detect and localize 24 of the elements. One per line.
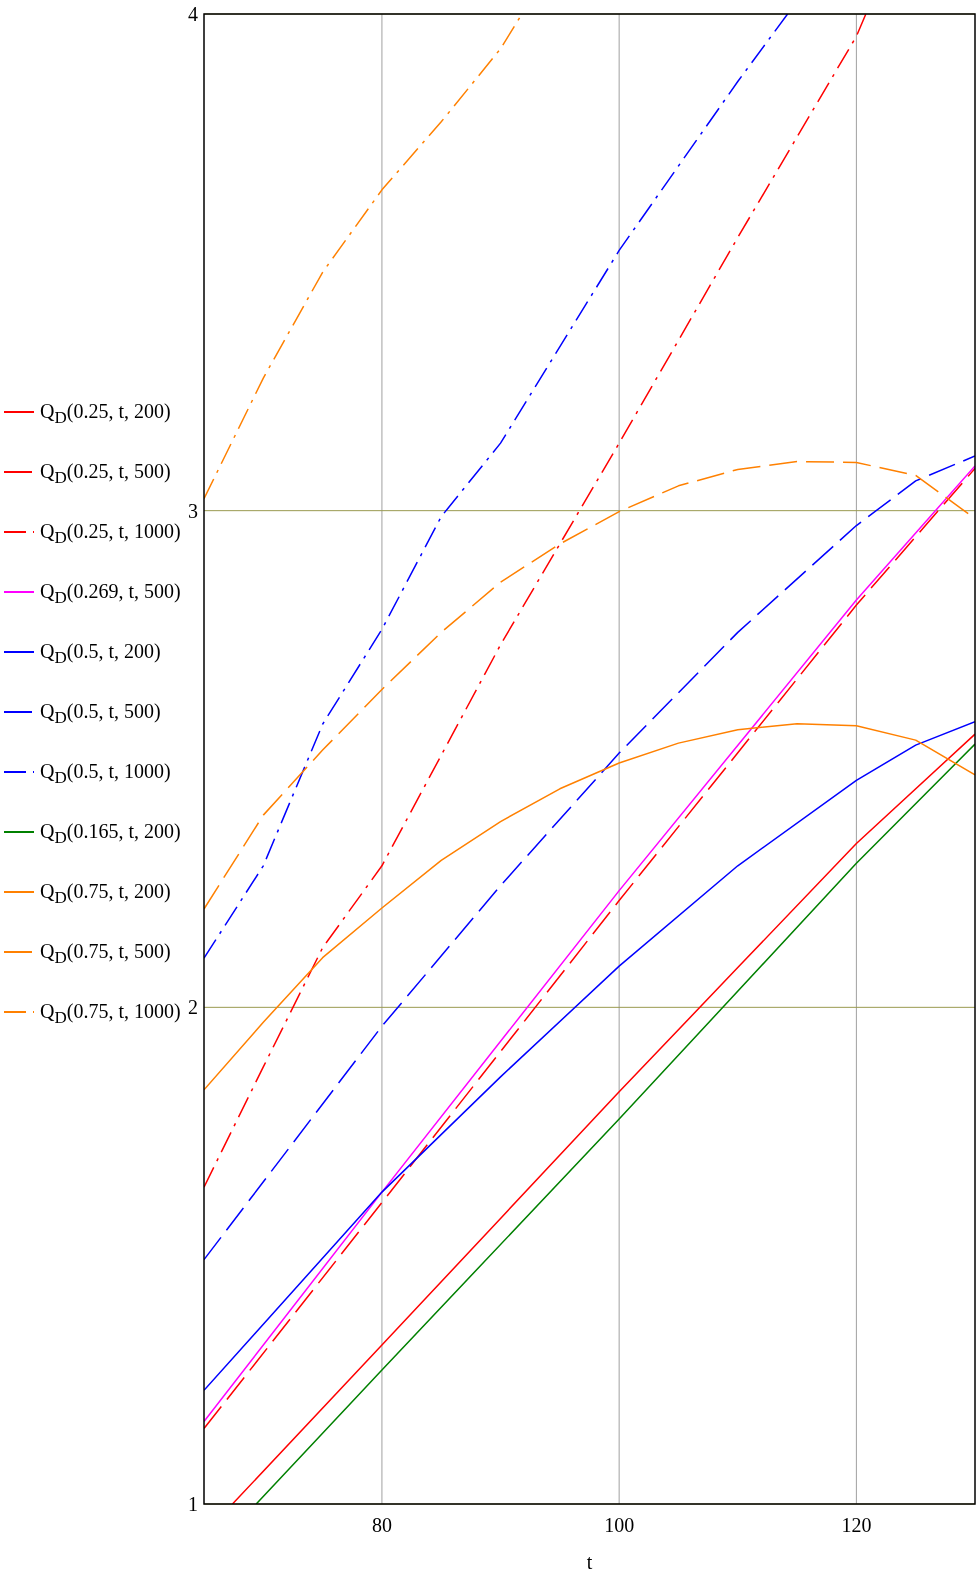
legend-label: Q$_{D}$(0.5, t, 500): [40, 700, 161, 728]
legend-label: Q$_{D}$(0.25, t, 500): [40, 460, 171, 488]
legend-label: Q$_{D}$(0.269, t, 500): [40, 580, 181, 608]
legend-label: Q$_{D}$(0.25, t, 1000): [40, 520, 181, 548]
line-series: [204, 14, 789, 959]
legend-label: Q$_{D}$(0.165, t, 200): [40, 820, 181, 848]
x-tick-label: 80: [371, 1514, 392, 1536]
line-series: [204, 14, 867, 1188]
y-tick-label: 1: [188, 1493, 198, 1515]
x-axis-title: t: [586, 1551, 593, 1573]
y-tick-label: 2: [188, 996, 198, 1019]
y-tick-label: 3: [188, 499, 198, 522]
y-tick-label: 4: [188, 3, 198, 25]
line-series: [204, 722, 975, 1091]
line-series: [204, 455, 975, 1261]
legend-label: Q$_{D}$(0.75, t, 1000): [40, 1000, 181, 1028]
line-series: [204, 721, 975, 1392]
legend-label: Q$_{D}$(0.25, t, 200): [40, 400, 171, 428]
x-tick-label: 120: [841, 1514, 872, 1536]
legend-label: Q$_{D}$(0.75, t, 200): [40, 880, 171, 908]
legend-label: Q$_{D}$(0.5, t, 200): [40, 640, 161, 668]
legend-label: Q$_{D}$(0.5, t, 1000): [40, 760, 171, 788]
legend-label: Q$_{D}$(0.75, t, 500): [40, 940, 171, 968]
x-tick-label: 100: [604, 1514, 635, 1536]
